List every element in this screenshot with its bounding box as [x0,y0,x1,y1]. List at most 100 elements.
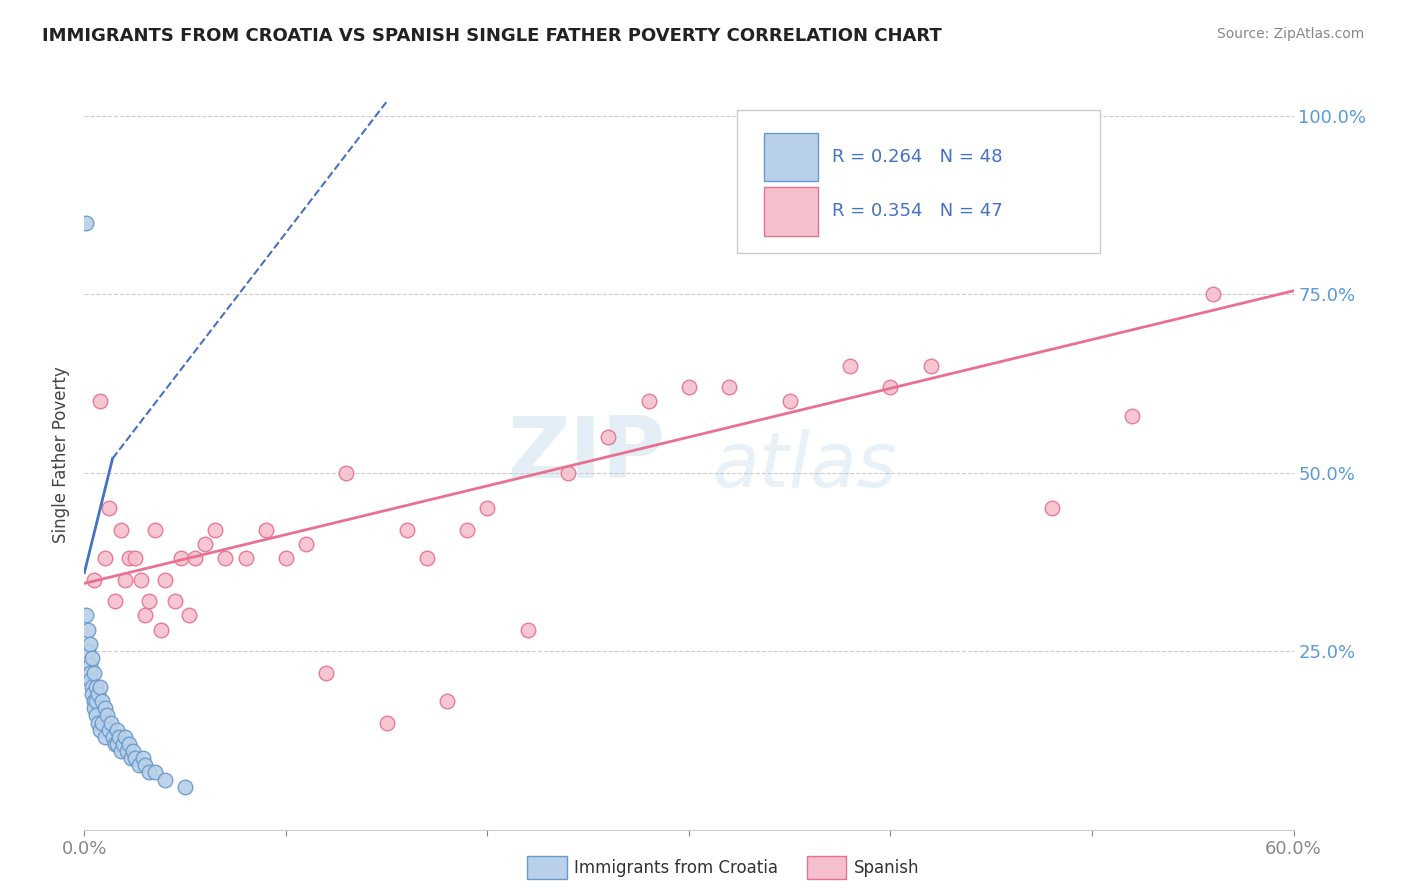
Point [86,680,108,694]
Point [121,744,143,758]
Point [920,359,942,373]
Point [416,551,439,566]
Point [395,523,418,537]
Point [82,651,104,665]
Point [82,680,104,694]
Point [138,594,160,608]
Point [93,701,115,715]
Point [104,737,127,751]
Point [598,430,620,444]
Point [114,573,136,587]
Point [87,715,110,730]
Point [86,708,108,723]
Point [839,359,862,373]
Point [153,573,176,587]
Point [115,744,138,758]
Point [118,551,141,566]
Point [83,665,105,680]
Point [97,723,120,737]
Point [91,694,114,708]
Point [104,594,127,608]
Point [87,687,110,701]
Text: Spanish: Spanish [853,859,920,877]
Point [79,658,101,673]
Point [477,501,499,516]
Text: R = 0.264   N = 48: R = 0.264 N = 48 [831,148,1002,166]
Point [456,523,478,537]
Point [174,780,197,794]
Point [143,765,166,780]
Point [107,730,129,744]
Bar [763,133,818,181]
Text: Immigrants from Croatia: Immigrants from Croatia [574,859,778,877]
Point [77,623,100,637]
Y-axis label: Single Father Poverty: Single Father Poverty [52,367,70,543]
Point [254,523,277,537]
Point [879,380,901,394]
Point [184,551,207,566]
FancyBboxPatch shape [737,111,1099,252]
Point [678,380,700,394]
Text: Source: ZipAtlas.com: Source: ZipAtlas.com [1216,27,1364,41]
Point [75,608,97,623]
Point [89,723,111,737]
Text: IMMIGRANTS FROM CROATIA VS SPANISH SINGLE FATHER POVERTY CORRELATION CHART: IMMIGRANTS FROM CROATIA VS SPANISH SINGL… [42,27,942,45]
Point [179,608,201,623]
Point [315,665,337,680]
Point [91,715,114,730]
Point [118,737,141,751]
Point [132,751,155,765]
Point [1121,409,1143,423]
Point [274,551,297,566]
Point [83,694,105,708]
Point [214,551,236,566]
Point [129,573,152,587]
Point [105,723,128,737]
Text: ZIP: ZIP [508,413,665,497]
Point [83,573,105,587]
Point [138,765,160,780]
Point [105,737,128,751]
Point [110,523,132,537]
Point [170,551,193,566]
Point [436,694,458,708]
Point [235,551,257,566]
Point [124,551,146,566]
Point [204,523,226,537]
Point [295,537,318,551]
Point [79,665,101,680]
Point [114,730,136,744]
Point [79,673,101,687]
Point [128,758,150,772]
Point [134,608,156,623]
Point [165,594,187,608]
Point [779,394,801,409]
Bar [763,187,818,236]
Point [111,737,134,751]
Point [75,216,97,230]
Point [194,537,217,551]
Point [101,730,124,744]
Point [120,751,142,765]
Point [79,637,101,651]
Text: R = 0.354   N = 47: R = 0.354 N = 47 [831,202,1002,220]
Point [718,380,741,394]
Point [124,751,146,765]
Point [134,758,156,772]
Point [93,551,115,566]
Point [110,744,132,758]
Point [89,394,111,409]
Point [82,687,104,701]
Point [1202,287,1225,301]
Point [1040,501,1063,516]
Text: atlas: atlas [713,429,897,503]
Point [557,466,579,480]
Point [143,523,166,537]
Point [89,680,111,694]
Point [637,394,659,409]
Point [375,715,398,730]
Point [516,623,538,637]
Point [86,694,108,708]
Point [96,708,118,723]
Point [153,772,176,787]
